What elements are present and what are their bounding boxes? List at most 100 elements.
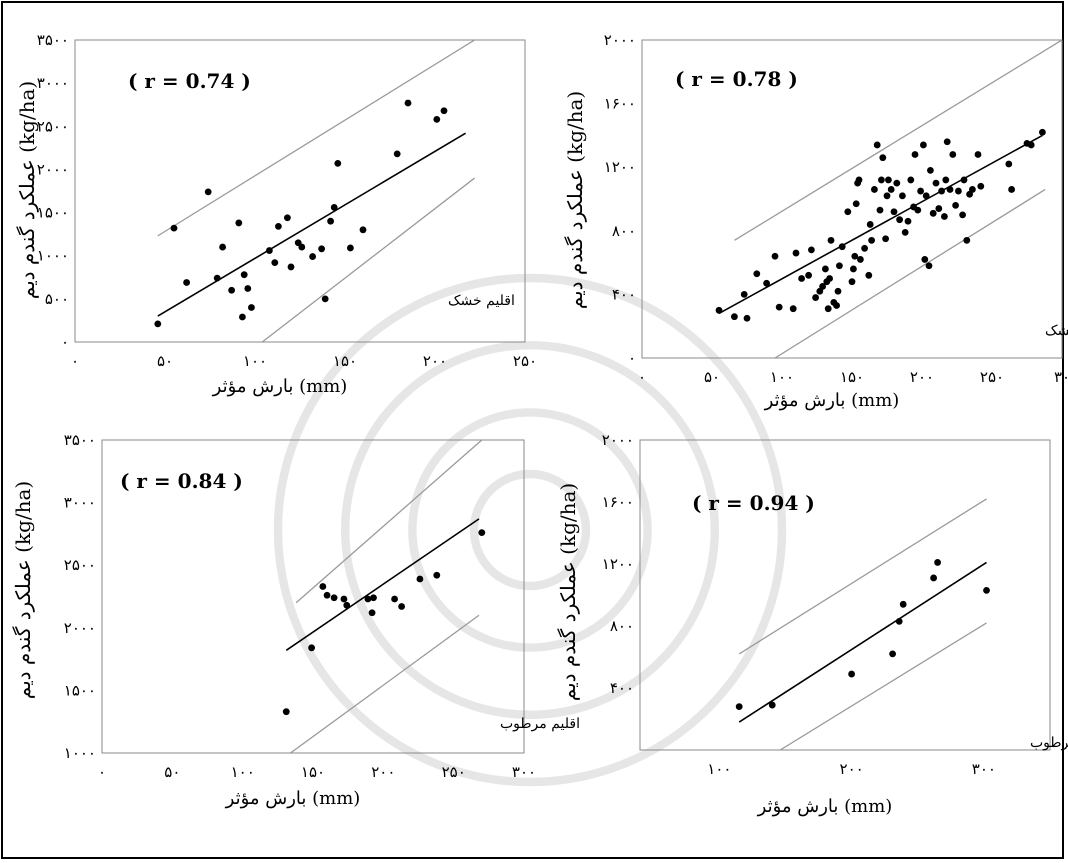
data-point xyxy=(896,216,903,224)
data-point xyxy=(921,256,929,263)
x-axis-title: بارش مؤثر (mm) xyxy=(212,376,348,397)
data-point xyxy=(321,295,329,303)
data-point xyxy=(309,253,316,260)
data-point xyxy=(834,287,842,295)
data-point xyxy=(879,154,887,162)
data-point xyxy=(887,186,895,193)
data-point xyxy=(861,244,868,252)
data-point xyxy=(183,279,191,286)
lower-confidence-line xyxy=(779,622,987,750)
data-point xyxy=(969,186,976,193)
data-point xyxy=(364,595,372,603)
data-point xyxy=(287,263,295,271)
lower-confidence-line xyxy=(290,614,480,753)
x-axis-title: بارش مؤثر (mm) xyxy=(225,788,361,809)
data-point xyxy=(868,236,875,244)
y-tick-label: ۲۰۰۰ xyxy=(604,31,636,49)
correlation-label: ( r = 0.84 ) xyxy=(120,469,243,493)
data-point xyxy=(775,303,783,311)
data-point xyxy=(347,244,354,252)
data-point xyxy=(219,243,227,251)
data-point xyxy=(893,179,901,187)
data-point xyxy=(359,226,367,234)
y-tick-label: ۱۶۰۰ xyxy=(602,493,634,511)
y-tick-label: ۱۶۰۰ xyxy=(604,95,636,113)
y-tick-label: ۳۵۰۰ xyxy=(64,431,96,449)
y-tick-label: ۰ xyxy=(61,333,69,351)
data-point xyxy=(715,306,723,314)
data-point xyxy=(901,228,909,236)
data-point xyxy=(865,271,873,279)
data-point xyxy=(240,271,248,279)
data-point xyxy=(228,286,236,294)
data-point xyxy=(959,211,966,219)
x-tick-label: ۲۰۰ xyxy=(840,760,864,778)
data-point xyxy=(851,252,859,260)
chart-panel-semiarid: ۰ ۵۰ ۱۰۰ ۱۵۰ ۲۰۰ ۲۵۰ ۳۰ ۰ ۴۰۰ ۸۰۰ ۱۲۰۰ ۱۶۰۰ ۲۰۰۰ ( r … xyxy=(563,31,1068,411)
data-point xyxy=(917,187,924,195)
data-point xyxy=(883,192,891,200)
data-point xyxy=(812,294,819,301)
data-point xyxy=(922,192,930,200)
data-point xyxy=(275,222,282,230)
data-point xyxy=(949,151,957,158)
x-axis-title: بارش مؤثر (mm) xyxy=(757,796,893,817)
y-tick-label: ۳۰۰۰ xyxy=(37,74,69,92)
x-tick-label: ۵۰ xyxy=(704,368,720,386)
y-tick-label: ۲۰۰۰ xyxy=(64,619,96,637)
data-point xyxy=(876,206,884,214)
data-point xyxy=(368,609,376,617)
data-point xyxy=(768,701,776,709)
data-point xyxy=(824,305,832,313)
data-point xyxy=(857,256,864,263)
correlation-label: ( r = 0.74 ) xyxy=(128,69,251,93)
y-tick-label: ۲۰۰۰ xyxy=(602,431,634,449)
data-point xyxy=(866,221,874,228)
y-axis-title: عملکرد گندم دیم (kg/ha) xyxy=(556,483,580,701)
data-point xyxy=(330,594,338,602)
y-axis-title: عملکرد گندم دیم (kg/ha) xyxy=(11,481,35,699)
data-point xyxy=(955,187,962,195)
x-tick-label: ۱۵۰ xyxy=(333,352,357,370)
y-tick-label: ۴۰۰ xyxy=(610,679,634,697)
data-point xyxy=(798,275,805,282)
y-tick-label: ۱۰۰۰ xyxy=(64,744,96,762)
data-point xyxy=(771,252,779,260)
data-point xyxy=(763,279,770,287)
data-point xyxy=(154,320,162,328)
y-axis-title: عملکرد گندم دیم (kg/ha) xyxy=(15,81,39,299)
data-point xyxy=(308,644,315,652)
data-point xyxy=(838,243,846,251)
regression-line xyxy=(718,134,1043,315)
data-point xyxy=(963,236,971,244)
data-point xyxy=(213,274,221,282)
data-point xyxy=(943,138,951,146)
chart-panel-humid: ۰ ۵۰ ۱۰۰ ۱۵۰ ۲۰۰ ۲۵۰ ۳۰۰ ۱۰۰۰ ۱۵۰۰ ۲۰۰۰ ۲۵۰۰ ۳۰۰۰ ۳۵… xyxy=(11,431,580,809)
data-point xyxy=(743,314,751,322)
plot-frame xyxy=(639,439,1051,751)
data-point xyxy=(827,236,835,244)
y-tick-label: ۱۵۰۰ xyxy=(37,204,69,222)
upper-confidence-line xyxy=(734,40,1062,241)
data-point xyxy=(735,703,743,710)
regression-line xyxy=(157,132,467,317)
data-point xyxy=(848,670,856,678)
data-point xyxy=(327,217,334,225)
climate-region-label: اقلیم مرطوب xyxy=(500,716,580,732)
x-tick-label: ۳۰۰ xyxy=(512,763,536,781)
x-tick-label: ۱۵۰ xyxy=(301,763,325,781)
x-tick-label: ۱۵۰ xyxy=(840,368,864,386)
data-point xyxy=(1008,186,1015,193)
upper-confidence-line xyxy=(157,40,475,237)
data-point xyxy=(852,200,860,208)
data-point xyxy=(398,603,406,610)
data-point xyxy=(334,159,342,167)
data-point xyxy=(404,99,412,107)
x-tick-label: ۰ xyxy=(638,368,646,386)
data-point xyxy=(907,176,915,184)
x-tick-label: ۲۵۰ xyxy=(442,763,466,781)
y-tick-label: ۱۲۰۰ xyxy=(604,158,636,176)
climate-region-label: اقلیم خشک xyxy=(448,293,515,309)
x-tick-label: ۲۰۰ xyxy=(423,352,447,370)
